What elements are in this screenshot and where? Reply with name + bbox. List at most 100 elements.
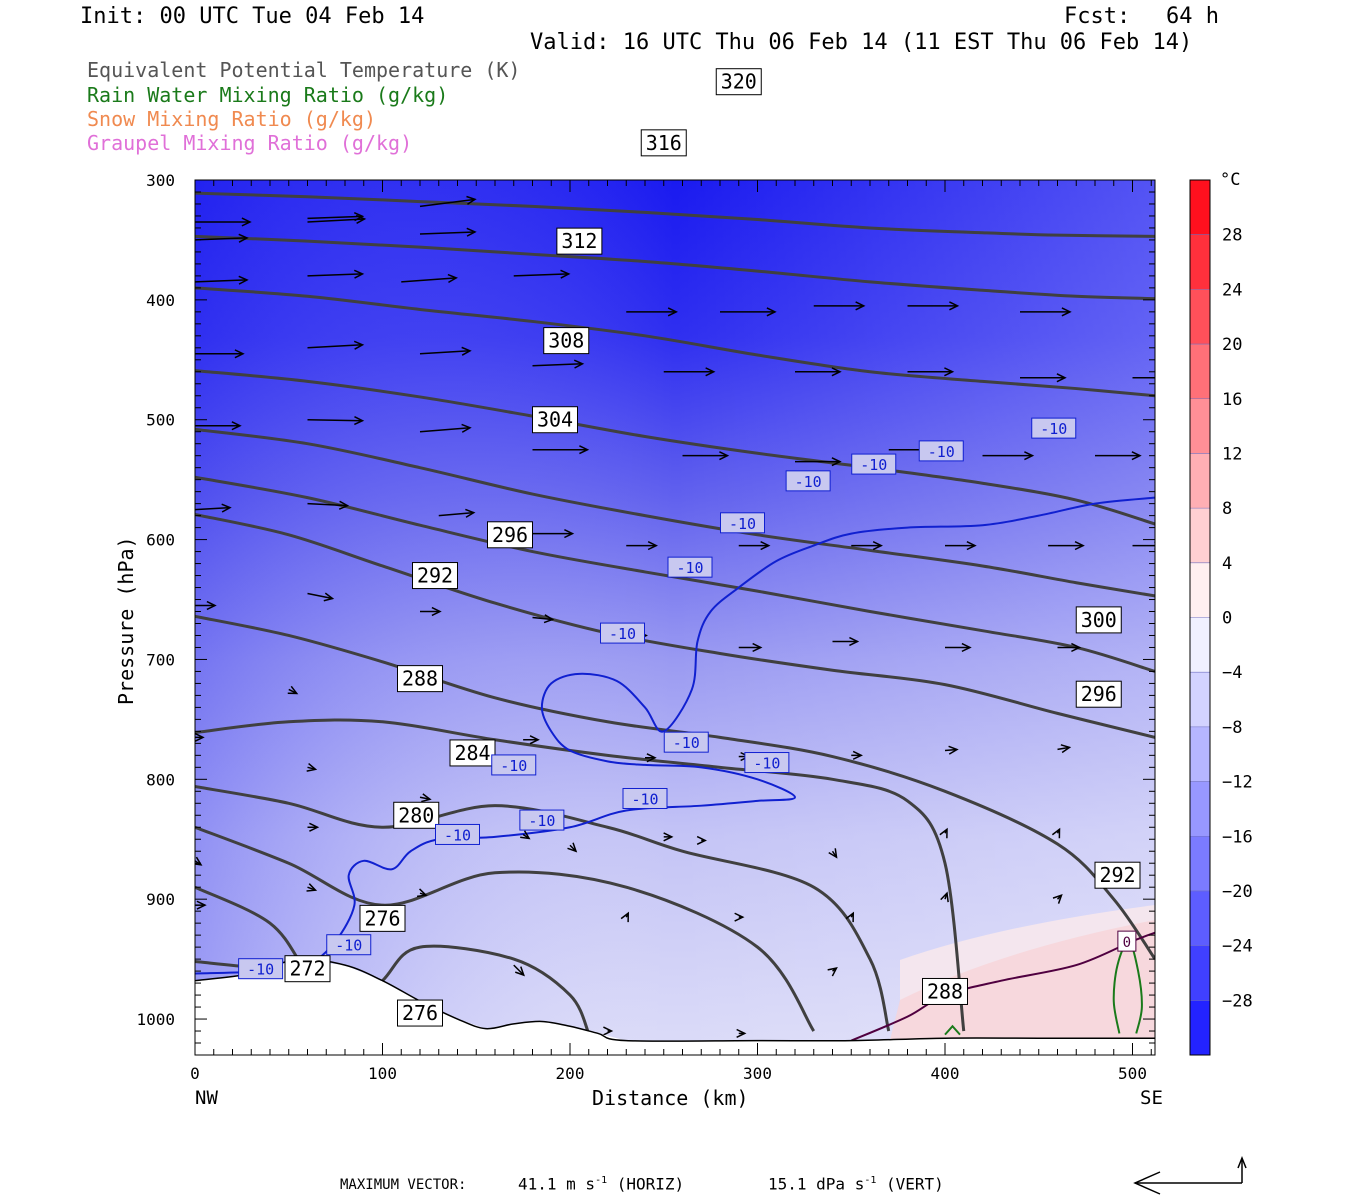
y-tick-label: 400: [146, 291, 175, 310]
isotherm-label-box-11: [785, 470, 831, 492]
theta-e-contour-304: [195, 427, 1155, 598]
x-tick-label: 100: [368, 1064, 397, 1083]
theta-e-contour-288: [195, 718, 966, 1032]
wind-vector-23: [1132, 377, 1155, 379]
wind-vector-39: [851, 540, 883, 551]
wind-vector-42: [1132, 540, 1155, 551]
legend-theta-e: Equivalent Potential Temperature (K): [87, 58, 521, 82]
theta-e-contour-320: [195, 191, 1155, 238]
theta-e-label-308: 308: [548, 329, 584, 353]
colorbar-tick-label: −20: [1222, 882, 1253, 902]
isotherm-label-6: -10: [673, 734, 700, 752]
y-tick-label: 300: [146, 171, 175, 190]
wind-vector-29: [795, 457, 842, 467]
theta-e-contour-312: [195, 286, 1155, 398]
wind-vector-33: [195, 503, 232, 513]
theta-e-label-304: 304: [537, 408, 573, 432]
wind-vector-64: [520, 830, 531, 840]
theta-e-label-292-box: [412, 562, 458, 590]
colorbar-tick-label: 12: [1222, 444, 1242, 464]
isotherm-label-box-5: [491, 754, 537, 776]
isotherm-label-14: -10: [1040, 420, 1067, 438]
isotherm-label-11: -10: [795, 473, 822, 491]
wind-vector-49: [832, 636, 860, 647]
colorbar-unit: °C: [1220, 170, 1241, 190]
wind-vector-44: [307, 592, 335, 602]
plot-frame: [194, 179, 1156, 1056]
wind-vector-8: [401, 273, 458, 284]
theta-e-label-280-box: [393, 801, 440, 829]
colorbar-tick-label: −24: [1222, 937, 1253, 957]
wind-vector-14: [1020, 307, 1072, 317]
theta-e-label-316: 316: [646, 131, 682, 155]
wind-vector-83: [736, 1028, 747, 1039]
colorbar-tick-label: −16: [1222, 827, 1253, 847]
theta-e-label-extra-1: 292: [1099, 863, 1135, 887]
wind-vector-79: [195, 900, 207, 910]
isotherm-label-9: -10: [676, 559, 703, 577]
y-tick-label: 1000: [136, 1010, 175, 1029]
init-time: Init: 00 UTC Tue 04 Feb 14: [80, 4, 425, 29]
wind-vector-34: [307, 500, 350, 510]
wind-vector-32: [1095, 451, 1142, 461]
theta-e-contour-296: [195, 512, 1155, 739]
wind-vector-56: [523, 735, 540, 745]
wind-vector-24: [195, 421, 242, 431]
colorbar-tick-label: −12: [1222, 773, 1253, 793]
colorbar-segment: [1190, 836, 1210, 892]
isotherm-label-box-7: [744, 752, 790, 774]
forecast-label: Fcst:: [1064, 4, 1131, 29]
colorbar-tick-label: 16: [1222, 390, 1242, 410]
wind-vector-82: [603, 1026, 614, 1036]
colorbar-segment: [1190, 562, 1210, 618]
wind-vector-69: [939, 827, 948, 839]
wind-vector-17: [419, 346, 472, 356]
wind-vector-66: [663, 832, 674, 842]
wind-vector-60: [944, 745, 959, 755]
theta-e-label-300: 300: [1081, 608, 1117, 632]
x-axis-title: Distance (km): [592, 1086, 749, 1110]
colorbar-frame: [1189, 179, 1211, 1056]
forecast-hour: 64 h: [1166, 4, 1219, 29]
theta-e-label-272-box: [284, 955, 331, 983]
theta-e-label-extra-3: 276: [402, 1001, 438, 1025]
theta-e-label-extra-2-box: [922, 977, 968, 1005]
theta-e-label-extra-0: 296: [1081, 682, 1117, 706]
wind-vector-52: [287, 685, 299, 695]
wind-vector-55: [419, 793, 432, 803]
colorbar-segment: [1190, 234, 1210, 290]
y-axis-title: Pressure (hPa): [114, 536, 138, 705]
x-tick-label: 400: [931, 1064, 960, 1083]
wind-vector-46: [532, 614, 555, 624]
isotherm-label-box-12: [851, 453, 897, 475]
wind-vector-74: [620, 911, 630, 923]
x-tick-label: 300: [743, 1064, 772, 1083]
temperature-fill: [195, 180, 1155, 1055]
theta-e-label-276: 276: [364, 906, 400, 930]
isotherm-label-4: -10: [631, 790, 658, 808]
colorbar-segment: [1190, 508, 1210, 564]
wind-vector-54: [306, 762, 318, 772]
wind-vector-12: [813, 301, 866, 311]
wind-vector-65: [567, 842, 578, 853]
isotherm-zero-label: 0: [1123, 935, 1131, 951]
terrain-line: [194, 958, 1155, 1042]
wind-vector-22: [1020, 373, 1067, 383]
wind-vector-26: [419, 423, 472, 433]
wind-vector-40: [945, 540, 977, 551]
y-tick-label: 800: [146, 770, 175, 789]
isotherm-label-box-6: [663, 731, 709, 753]
isotherm-label-7: -10: [753, 755, 780, 773]
theta-e-contour-316: [195, 234, 1155, 301]
max-vector-horiz: 41.1 m s-1 (HORIZ): [518, 1174, 685, 1194]
theta-e-label-312-box: [556, 227, 603, 255]
x-end-right: SE: [1140, 1087, 1163, 1109]
legend-snow: Snow Mixing Ratio (g/kg): [87, 107, 376, 131]
theta-e-label-276-box: [359, 904, 406, 932]
isotherm-label-12: -10: [860, 456, 887, 474]
wind-vector-72: [416, 888, 428, 898]
isotherm-label-box-1: [326, 934, 372, 956]
theta-e-contour-284: [195, 785, 891, 1032]
wind-vector-9: [513, 269, 571, 279]
